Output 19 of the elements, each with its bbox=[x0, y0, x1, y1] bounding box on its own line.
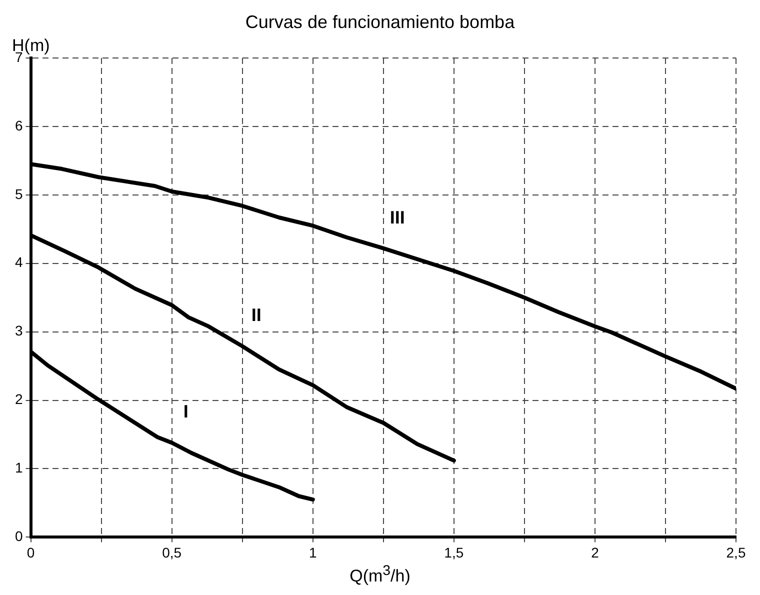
y-tick-label: 2 bbox=[14, 391, 23, 408]
x-axis-title: Q(m$^{3}$/h) bbox=[348, 563, 412, 587]
series-label: III bbox=[390, 207, 405, 228]
y-tick-label: 5 bbox=[14, 186, 23, 202]
series-label: II bbox=[251, 305, 262, 326]
y-axis-title: H(m) bbox=[12, 36, 50, 55]
y-tick-label: 1 bbox=[14, 460, 23, 476]
y-tick-label: 4 bbox=[14, 254, 23, 270]
x-tick-label: 1 bbox=[308, 544, 317, 560]
x-tick-label: 0,5 bbox=[162, 544, 182, 560]
series-label: I bbox=[183, 402, 188, 422]
y-tick-label: 0 bbox=[14, 528, 23, 544]
x-tick-label: 2,5 bbox=[726, 544, 746, 560]
x-tick-label: 0 bbox=[26, 544, 35, 560]
x-tick-label: 2 bbox=[591, 544, 600, 560]
chart-title: Curvas de funcionamiento bomba bbox=[244, 12, 516, 33]
y-tick-label: 6 bbox=[14, 117, 23, 134]
y-tick-label: 3 bbox=[14, 322, 23, 339]
x-tick-label: 1,5 bbox=[444, 544, 464, 560]
